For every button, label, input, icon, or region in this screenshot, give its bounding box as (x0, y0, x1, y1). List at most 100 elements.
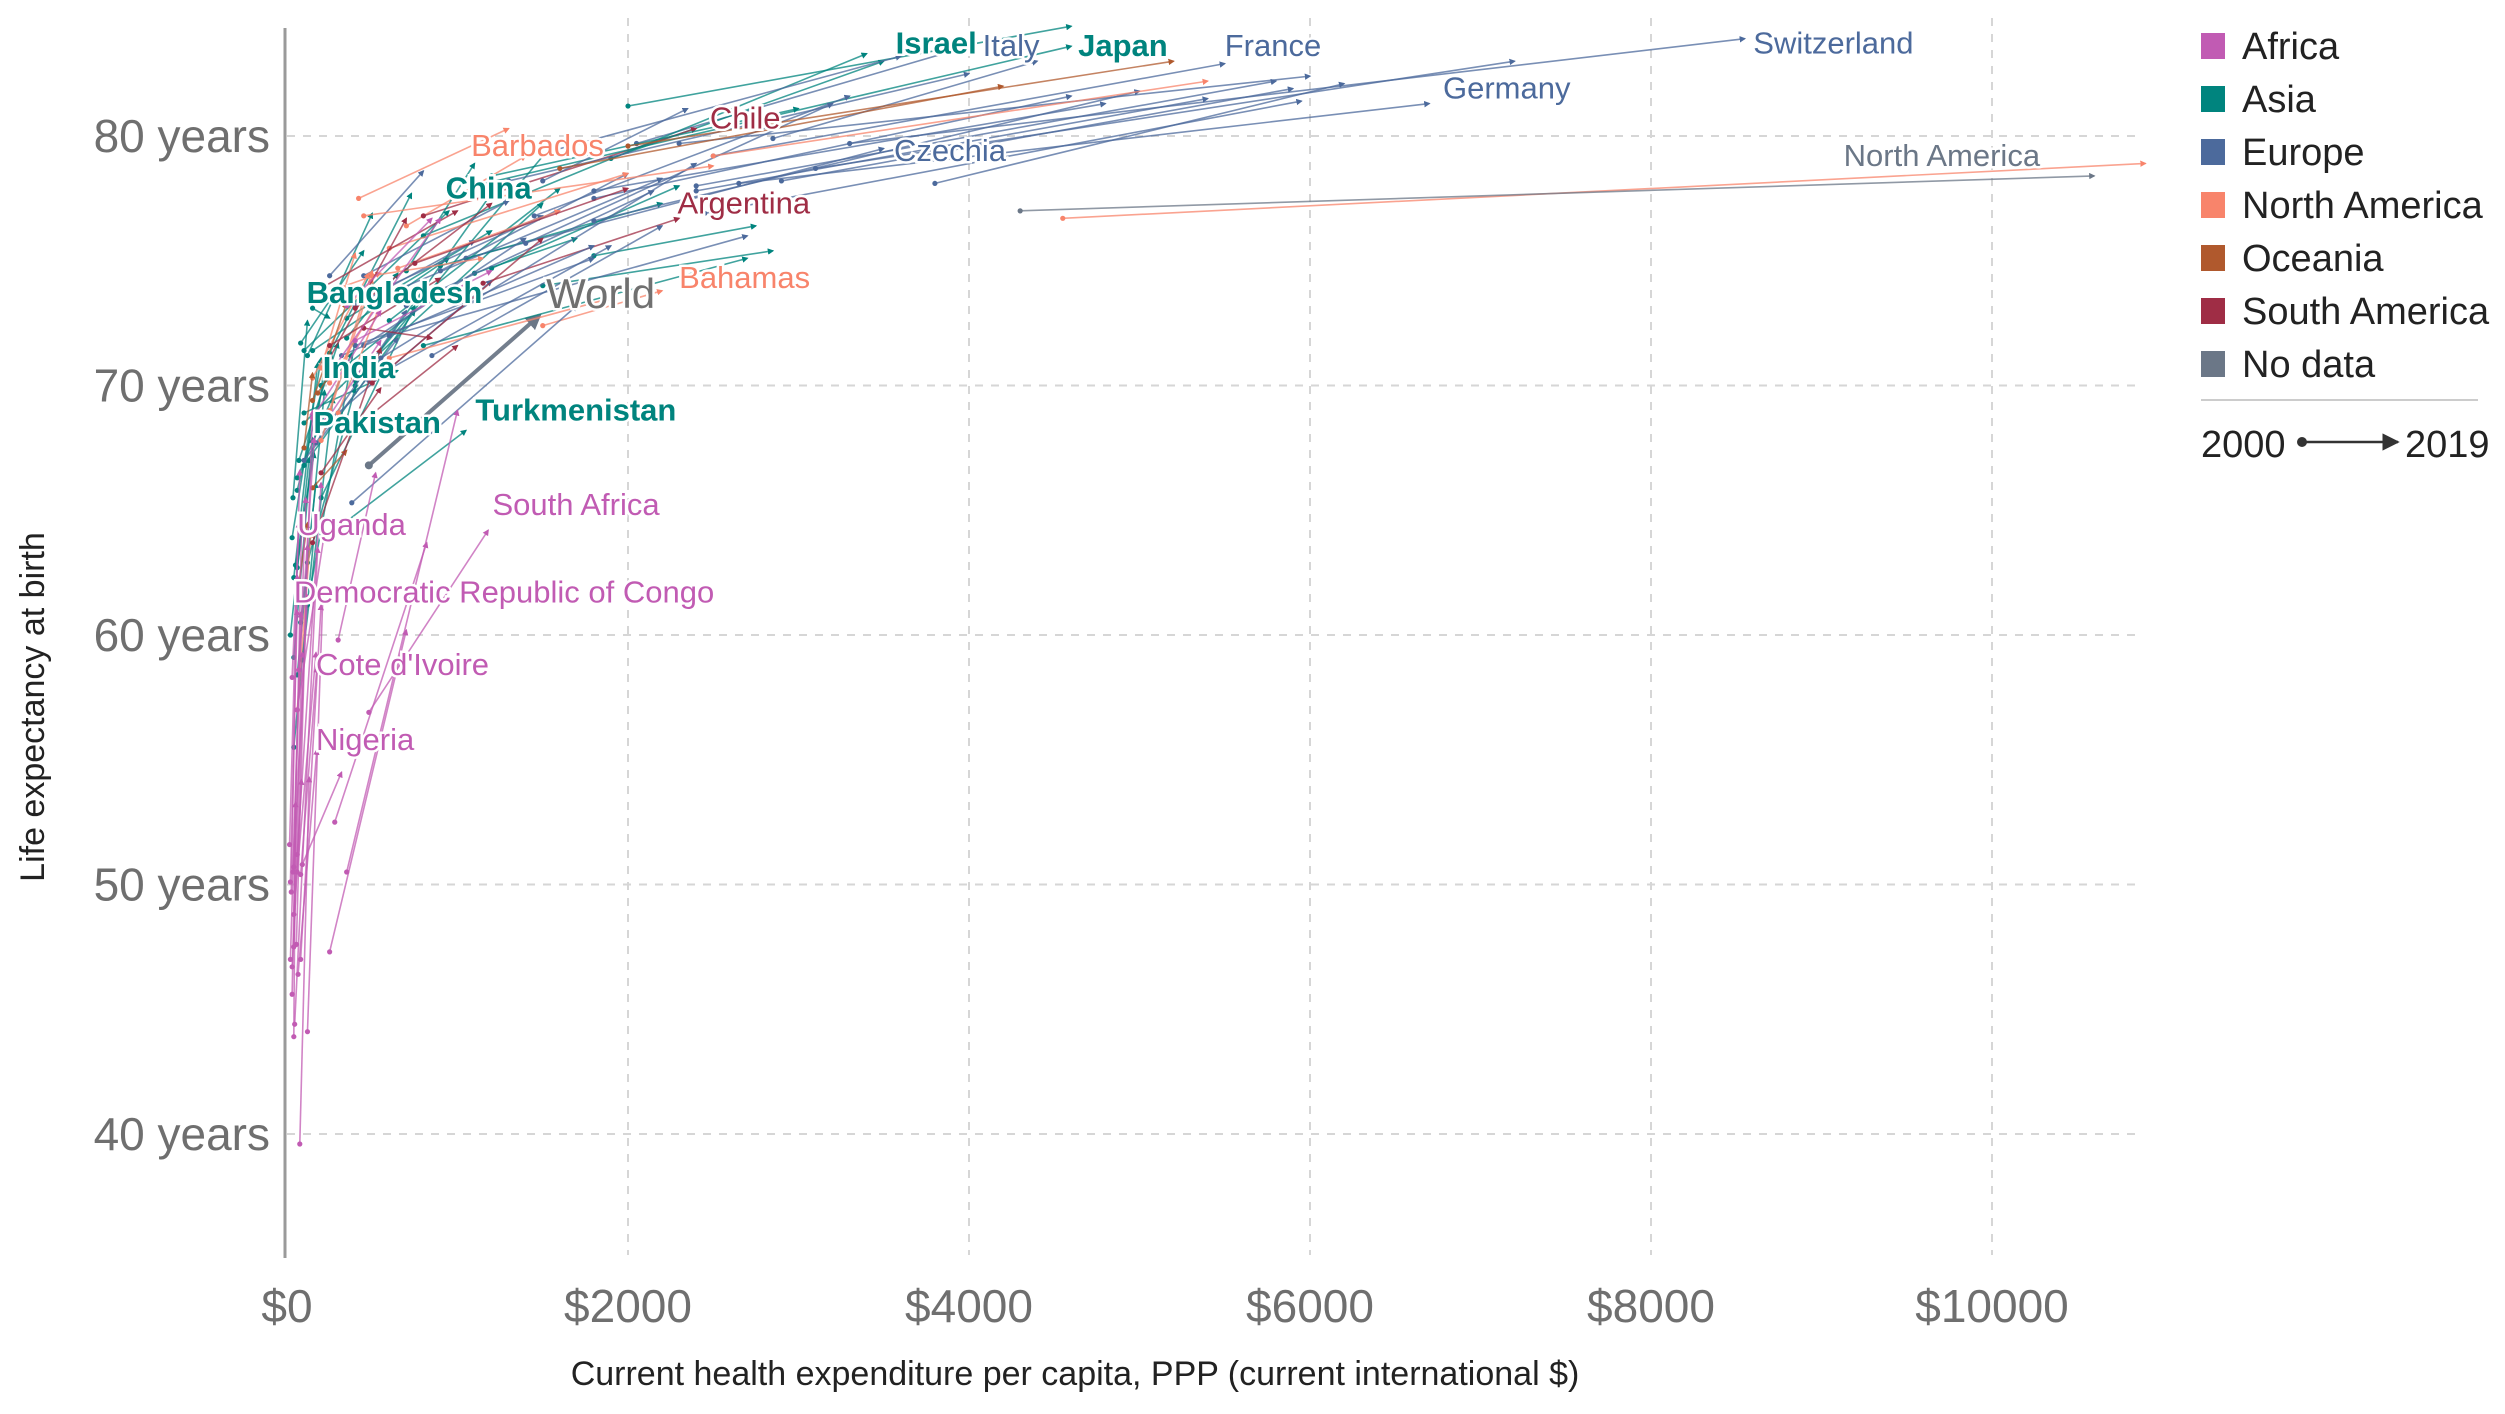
legend-label: North America (2242, 185, 2484, 227)
trajectory-line (738, 100, 1431, 185)
trajectory-ecuador (318, 210, 459, 291)
trajectory-line (299, 603, 324, 960)
trajectory-albania (327, 169, 425, 279)
y-tick-label: 80 years (94, 110, 270, 162)
trajectory-line (325, 339, 382, 421)
start-point (294, 475, 300, 481)
trajectory-samoa (309, 301, 349, 404)
trajectory-greece (540, 107, 689, 184)
legend-label: Asia (2242, 79, 2317, 121)
label-turkmenistan: Turkmenistan (475, 392, 676, 427)
start-point (335, 525, 341, 531)
trajectory-saudi-arabia (420, 256, 749, 349)
start-point (429, 352, 435, 359)
trajectory-sri-lanka (304, 212, 374, 359)
start-point (309, 397, 316, 404)
start-point (288, 889, 294, 895)
start-point (309, 305, 316, 311)
start-point (437, 268, 444, 274)
start-point (315, 390, 321, 396)
trajectory-line (328, 282, 390, 384)
legend-label: South America (2242, 291, 2490, 333)
start-point (395, 265, 401, 271)
trajectory-line (368, 245, 613, 382)
start-point (286, 841, 293, 848)
trajectory-line (542, 289, 664, 327)
trajectory-line (363, 237, 527, 347)
start-point (287, 632, 294, 638)
trajectory-zimbabwe (304, 596, 326, 1035)
trajectory-line (354, 257, 596, 347)
start-point (294, 707, 300, 713)
trajectory-line (389, 171, 630, 250)
start-point (327, 355, 333, 361)
start-point (364, 461, 373, 470)
trajectory-line (325, 217, 442, 379)
legend-time-start: 2000 (2201, 424, 2286, 466)
start-point (296, 457, 302, 463)
legend-swatch (2201, 351, 2225, 377)
legend-entry-oceania: Oceania (2201, 238, 2384, 280)
start-point (489, 173, 495, 179)
trajectory-line (306, 596, 326, 1032)
trajectory-line (291, 521, 302, 678)
trajectory-line (363, 163, 715, 217)
legend-entry-europe: Europe (2201, 132, 2365, 174)
trajectory-line (299, 249, 365, 344)
start-point (349, 500, 355, 506)
legend-label: No data (2242, 344, 2376, 386)
trajectory-burkina-faso (291, 593, 311, 870)
start-point (480, 280, 486, 286)
trajectory-line (388, 187, 561, 322)
trajectory-antigua-and-barbuda (395, 209, 562, 271)
legend-label: Africa (2242, 26, 2340, 68)
label-israel: Israel (896, 26, 977, 61)
start-point (369, 380, 375, 386)
trajectory-line (292, 319, 311, 498)
start-point (301, 410, 307, 416)
start-point (344, 303, 350, 309)
start-point (318, 285, 324, 291)
trajectory-line (423, 52, 868, 237)
legend-time-end: 2019 (2405, 424, 2490, 466)
start-point (335, 410, 341, 416)
trajectory-line (542, 107, 689, 182)
start-point (327, 342, 333, 349)
start-point (361, 213, 367, 219)
trajectory-north-america (1060, 160, 2147, 221)
trajectory-line (320, 210, 459, 289)
label-bangladesh: Bangladesh (307, 275, 483, 310)
start-point (327, 380, 333, 386)
trajectory-senegal (296, 436, 318, 673)
trajectory-line (289, 456, 312, 636)
start-point (301, 462, 307, 468)
label-barbados: Barbados (471, 128, 604, 163)
trajectory-line (337, 429, 468, 529)
y-axis-title: Life expectancy at birth (14, 532, 52, 882)
label-democratic-republic-of-congo: Democratic Republic of Congo (294, 575, 714, 610)
trajectory-line (627, 23, 1073, 107)
trajectory-line (293, 593, 311, 868)
start-point (296, 667, 302, 673)
trajectory-gabon (335, 471, 378, 643)
label-czechia: Czechia (894, 133, 1007, 168)
trajectory-uruguay (412, 187, 630, 266)
start-point (297, 1141, 303, 1147)
trajectory-myanmar (287, 456, 312, 638)
trajectory-line (354, 202, 493, 309)
trajectory-line (405, 162, 476, 272)
trajectory-portugal (531, 94, 851, 219)
trajectory-netherlands (693, 78, 1278, 189)
trajectory-singapore (471, 44, 1073, 189)
label-italy: Italy (983, 28, 1040, 63)
start-point (289, 964, 295, 970)
start-point (304, 1029, 311, 1035)
trajectory-line (934, 81, 1346, 185)
label-japan: Japan (1078, 28, 1168, 63)
trajectory-line (593, 223, 758, 257)
trajectory-peru (327, 217, 408, 361)
start-point (287, 956, 294, 962)
start-point (318, 470, 324, 476)
trajectory-line (363, 344, 459, 422)
trajectory-line (328, 217, 408, 359)
